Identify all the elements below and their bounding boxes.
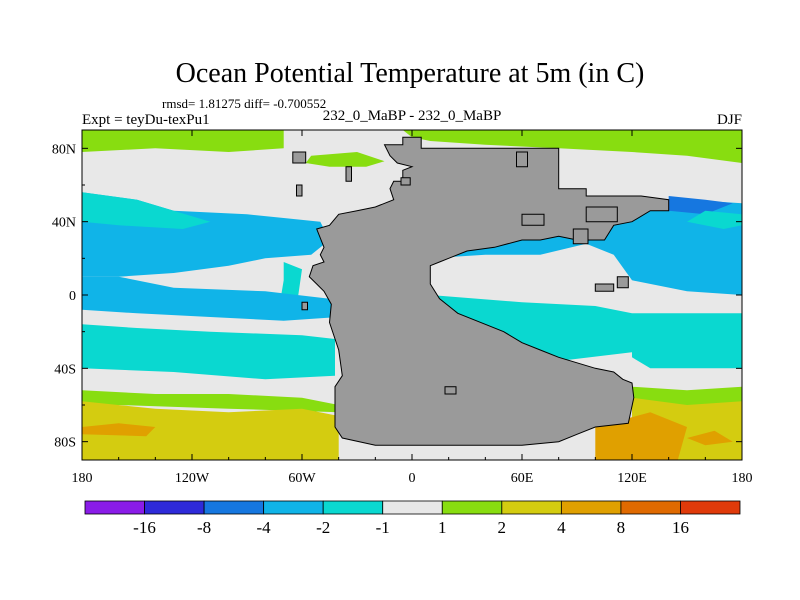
colorbar-box-5: [382, 500, 443, 515]
land-island-10: [616, 276, 629, 289]
x-tick-label-2: 60W: [288, 471, 316, 486]
colorbar-box-3: [263, 500, 324, 515]
temperature-region-18: [82, 423, 156, 437]
land-island-7: [572, 228, 589, 245]
land-island-8: [585, 206, 618, 223]
left-label: Expt = teyDu-texPu1: [82, 112, 210, 128]
temperature-region-8: [430, 199, 742, 295]
colorbar-box-9: [620, 500, 681, 515]
land-mask: [292, 136, 670, 446]
center-label: 232_0_MaBP - 232_0_MaBP: [323, 108, 502, 124]
y-tick-label-4: 80S: [54, 436, 76, 451]
temperature-region-16: [82, 401, 339, 460]
land-island-12: [296, 184, 303, 197]
y-tick-label-2: 0: [69, 289, 76, 304]
colorbar-box-0: [84, 500, 145, 515]
colorbar-label-4: -1: [376, 518, 390, 537]
temperature-region-11: [687, 210, 742, 229]
colorbar-box-10: [680, 500, 741, 515]
land-island-5: [301, 301, 308, 311]
land-island-2: [400, 177, 411, 186]
y-tick-label-3: 40S: [54, 362, 76, 377]
colorbar-box-8: [560, 500, 622, 515]
colorbar: -16 -8 -4 -2 -1 1 2 4 8 16: [84, 500, 741, 537]
colorbar-label-6: 2: [498, 518, 507, 537]
x-tick-label-6: 180: [732, 471, 753, 486]
colorbar-label-7: 4: [557, 518, 566, 537]
chart-title: Ocean Potential Temperature at 5m (in C): [176, 58, 645, 89]
map-axes: 180 120W 60W 0 60E 120E 180 80N 40N 0 40S 80S: [52, 130, 753, 486]
y-tick-label-1: 40N: [52, 216, 76, 231]
colorbar-box-1: [144, 500, 205, 515]
temperature-region-1: [82, 130, 284, 152]
temperature-region-5: [82, 192, 211, 229]
x-tick-label-4: 60E: [511, 471, 534, 486]
colorbar-box-6: [441, 500, 503, 515]
colorbar-label-2: -4: [257, 518, 272, 537]
colorbar-box-4: [322, 500, 384, 515]
land-island-4: [292, 151, 307, 164]
x-tick-label-0: 180: [72, 471, 93, 486]
x-tick-label-1: 120W: [175, 471, 210, 486]
land-island-9: [594, 283, 615, 292]
y-tick-label-0: 80N: [52, 142, 76, 157]
colorbar-label-5: 1: [438, 518, 447, 537]
temperature-region-2: [402, 130, 742, 163]
temperature-region-14: [82, 390, 339, 413]
land-island-3: [345, 166, 352, 182]
temperature-region-6: [280, 262, 302, 303]
colorbar-box-2: [203, 500, 265, 515]
land-island-1: [516, 151, 528, 168]
temperature-region-3: [305, 152, 385, 167]
x-tick-label-3: 0: [409, 471, 416, 486]
temperature-region-7: [82, 276, 339, 321]
land-island-6: [521, 213, 545, 226]
temperature-region-12: [82, 324, 335, 380]
right-label: DJF: [717, 112, 742, 128]
land-island-11: [444, 386, 457, 395]
temperature-region-20: [687, 430, 733, 446]
chart-subtitle: rmsd= 1.81275 diff= -0.700552: [162, 96, 326, 111]
x-tick-label-5: 120E: [617, 471, 647, 486]
colorbar-label-1: -8: [197, 518, 211, 537]
temperature-region-13: [632, 317, 742, 369]
colorbar-box-7: [501, 500, 562, 515]
colorbar-label-8: 8: [617, 518, 626, 537]
colorbar-label-3: -2: [316, 518, 330, 537]
temperature-region-9: [668, 196, 733, 215]
colorbar-label-9: 16: [672, 518, 689, 537]
colorbar-label-0: -16: [133, 518, 156, 537]
land-mass: [308, 136, 670, 446]
